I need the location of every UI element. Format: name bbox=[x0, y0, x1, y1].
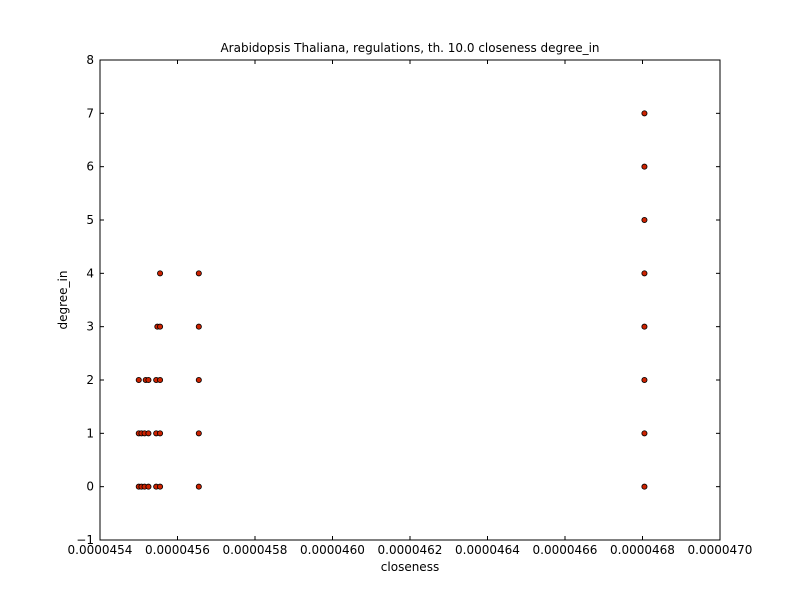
x-tick-label: 0.0000462 bbox=[378, 543, 443, 557]
data-point bbox=[195, 376, 202, 383]
x-tick-label: 0.0000460 bbox=[300, 543, 365, 557]
y-axis-label: degree_in bbox=[56, 271, 70, 330]
y-axis: −1 0 1 2 3 4 5 6 7 8 bbox=[76, 53, 720, 547]
data-point bbox=[641, 270, 648, 277]
x-tick-label: 0.0000468 bbox=[610, 543, 675, 557]
y-tick-label: 7 bbox=[86, 106, 94, 120]
data-point bbox=[641, 110, 648, 117]
y-tick-label: 0 bbox=[86, 480, 94, 494]
data-point bbox=[641, 323, 648, 330]
data-point bbox=[135, 376, 142, 383]
y-tick-label: 8 bbox=[86, 53, 94, 67]
data-point bbox=[641, 216, 648, 223]
y-tick-label: 1 bbox=[86, 426, 94, 440]
scatter-points bbox=[135, 110, 648, 490]
chart-title: Arabidopsis Thaliana, regulations, th. 1… bbox=[220, 41, 599, 55]
x-tick-label: 0.0000458 bbox=[223, 543, 288, 557]
data-point bbox=[641, 376, 648, 383]
x-tick-label: 0.0000470 bbox=[688, 543, 753, 557]
x-tick-label: 0.0000456 bbox=[145, 543, 210, 557]
y-tick-label: 6 bbox=[86, 160, 94, 174]
data-point bbox=[641, 430, 648, 437]
data-point bbox=[641, 163, 648, 170]
data-point bbox=[641, 483, 648, 490]
y-tick-label: 2 bbox=[86, 373, 94, 387]
y-tick-label: 3 bbox=[86, 320, 94, 334]
x-axis-label: closeness bbox=[381, 560, 439, 574]
data-point bbox=[195, 270, 202, 277]
data-point bbox=[195, 323, 202, 330]
data-point bbox=[157, 270, 164, 277]
data-point bbox=[145, 430, 152, 437]
x-tick-label: 0.0000454 bbox=[68, 543, 133, 557]
plot-area bbox=[99, 59, 721, 541]
data-point bbox=[195, 483, 202, 490]
y-tick-label: 5 bbox=[86, 213, 94, 227]
data-point bbox=[157, 483, 164, 490]
y-tick-label: −1 bbox=[76, 533, 94, 547]
data-point bbox=[195, 430, 202, 437]
y-tick-label: 4 bbox=[86, 266, 94, 280]
data-point bbox=[157, 376, 164, 383]
data-point bbox=[157, 430, 164, 437]
x-axis: 0.0000454 0.0000456 0.0000458 0.0000460 0.00… bbox=[68, 60, 753, 557]
data-point bbox=[157, 323, 164, 330]
x-tick-label: 0.0000464 bbox=[455, 543, 520, 557]
data-point bbox=[145, 376, 152, 383]
x-tick-label: 0.0000466 bbox=[533, 543, 598, 557]
data-point bbox=[145, 483, 152, 490]
